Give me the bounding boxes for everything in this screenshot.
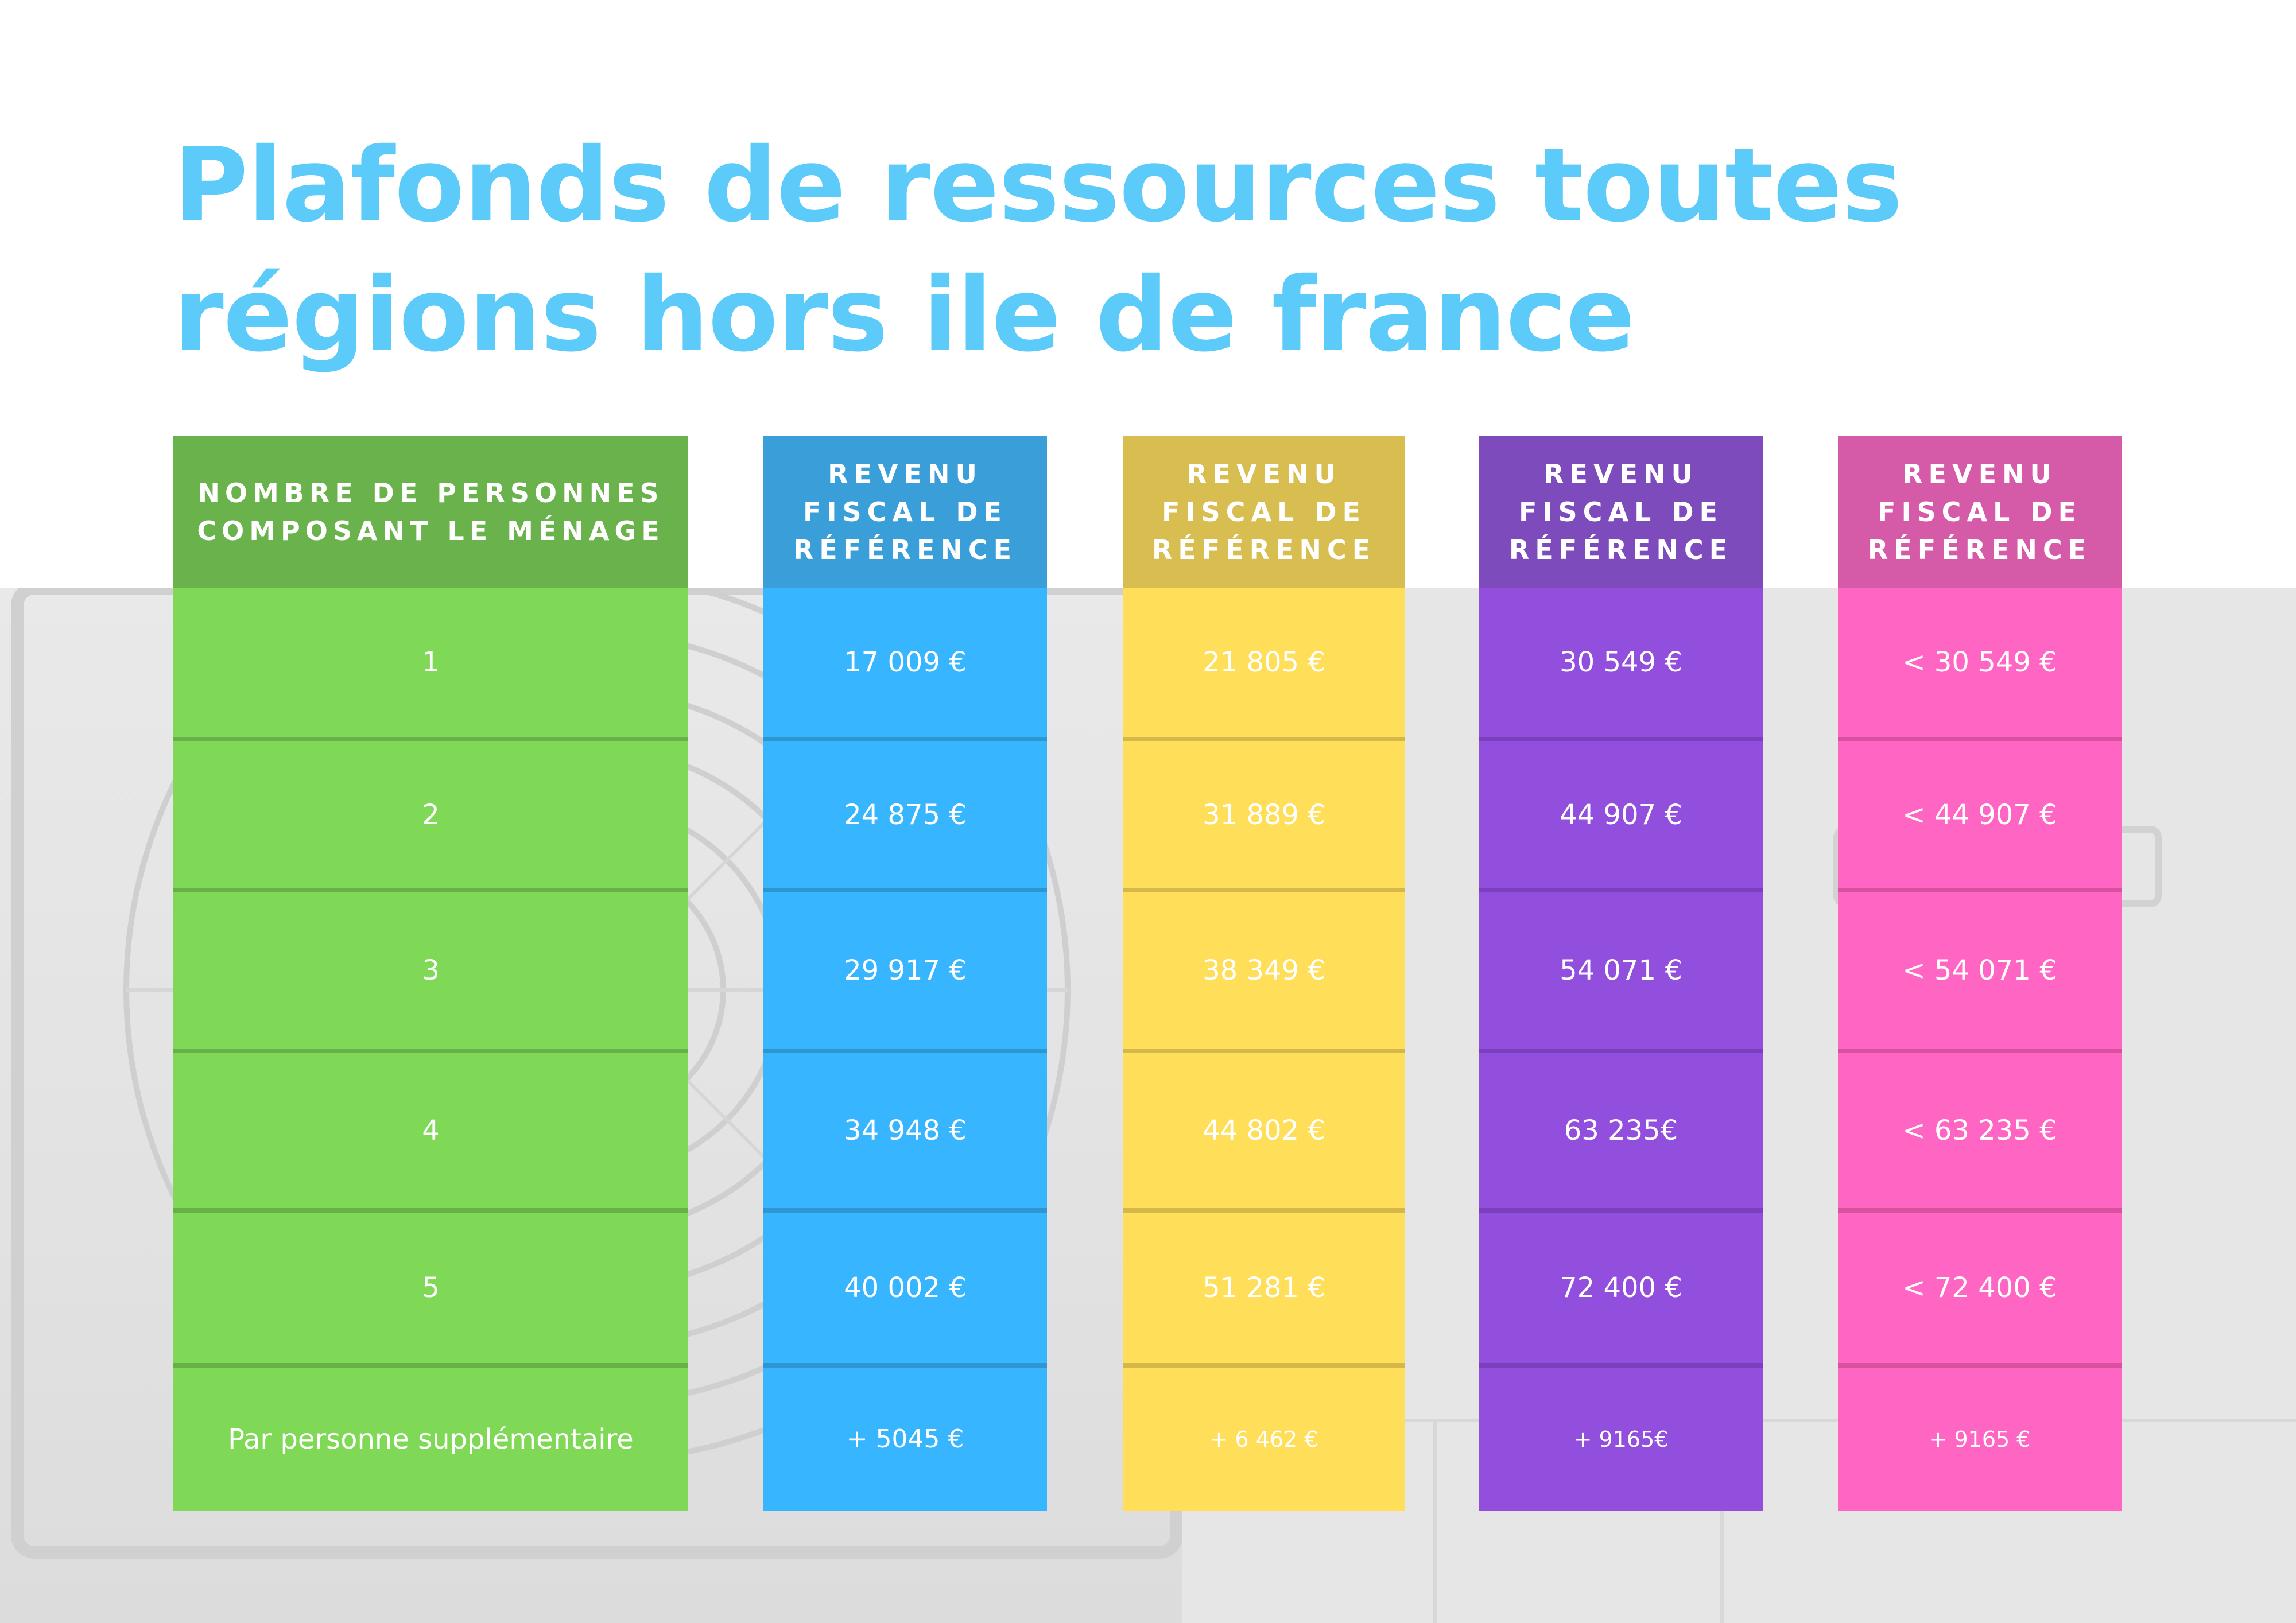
row-divider <box>763 737 1047 741</box>
column-cells: 21 805 € 31 889 € 38 349 € 44 802 € 51 2… <box>1123 588 1405 1511</box>
table-cell: 34 948 € <box>844 1115 967 1147</box>
header-line: RÉFÉRENCE <box>793 534 1018 565</box>
header-line: RÉFÉRENCE <box>1151 534 1376 565</box>
column-header: NOMBRE DE PERSONNES COMPOSANT LE MÉNAGE <box>173 436 688 588</box>
column-revenue-purple: REVENU FISCAL DE RÉFÉRENCE 30 549 € 44 9… <box>1479 436 1763 1511</box>
header-line: REVENU <box>1902 459 2057 490</box>
row-divider <box>1123 1208 1405 1213</box>
table-cell: 3 <box>422 954 440 987</box>
row-divider <box>1838 1208 2122 1213</box>
header-line: FISCAL DE <box>1878 496 2082 527</box>
table-cell: 21 805 € <box>1203 646 1325 678</box>
row-divider <box>763 1363 1047 1368</box>
row-divider <box>1479 888 1763 892</box>
table-cell: 44 907 € <box>1560 798 1682 831</box>
row-divider <box>763 1208 1047 1213</box>
table-cell: 40 002 € <box>844 1272 967 1304</box>
header-line: FISCAL DE <box>803 496 1007 527</box>
title-line-2: régions hors ile de france <box>173 255 1635 374</box>
table-cell: < 72 400 € <box>1902 1272 2057 1304</box>
table-cell: 5 <box>422 1272 440 1304</box>
column-header: REVENU FISCAL DE RÉFÉRENCE <box>763 436 1047 588</box>
row-divider <box>1123 1049 1405 1053</box>
title-line-1: Plafonds de ressources toutes <box>173 126 1903 244</box>
header-line: REVENU <box>1186 459 1341 490</box>
row-divider <box>763 1049 1047 1053</box>
table-cell: < 54 071 € <box>1902 954 2057 987</box>
header-line: FISCAL DE <box>1519 496 1723 527</box>
header-line: COMPOSANT LE MÉNAGE <box>197 515 665 546</box>
header-line: FISCAL DE <box>1162 496 1366 527</box>
row-divider <box>173 1363 688 1368</box>
table-cell: 38 349 € <box>1203 954 1325 987</box>
column-cells: 30 549 € 44 907 € 54 071 € 63 235€ 72 40… <box>1479 588 1763 1511</box>
row-divider <box>1479 1049 1763 1053</box>
table-cell: 72 400 € <box>1560 1272 1682 1304</box>
table-cell: 29 917 € <box>844 954 967 987</box>
table-cell: 44 802 € <box>1203 1115 1325 1147</box>
row-divider <box>1838 1363 2122 1368</box>
table-cell: 63 235€ <box>1564 1115 1678 1147</box>
row-divider <box>173 888 688 892</box>
table-cell: + 6 462 € <box>1209 1426 1318 1452</box>
table-cell: 4 <box>422 1115 440 1147</box>
row-divider <box>1838 1049 2122 1053</box>
column-header: REVENU FISCAL DE RÉFÉRENCE <box>1479 436 1763 588</box>
column-cells: 1 2 3 4 5 Par personne supplémentaire <box>173 588 688 1511</box>
table-cell: < 63 235 € <box>1902 1115 2057 1147</box>
table-cell: + 9165€ <box>1573 1426 1669 1452</box>
table-cell: 51 281 € <box>1203 1272 1325 1304</box>
column-header: REVENU FISCAL DE RÉFÉRENCE <box>1123 436 1405 588</box>
row-divider <box>1123 737 1405 741</box>
header-line: REVENU <box>1543 459 1698 490</box>
table-cell: < 30 549 € <box>1902 646 2057 678</box>
header-line: NOMBRE DE PERSONNES <box>197 477 664 508</box>
row-divider <box>173 1208 688 1213</box>
row-divider <box>1479 1363 1763 1368</box>
table-cell: 30 549 € <box>1560 646 1682 678</box>
table-cell: 2 <box>422 798 440 831</box>
column-cells: < 30 549 € < 44 907 € < 54 071 € < 63 23… <box>1838 588 2122 1511</box>
table-cell: 24 875 € <box>844 798 967 831</box>
row-divider <box>763 888 1047 892</box>
page-title: Plafonds de ressources toutes régions ho… <box>173 121 2068 380</box>
header-line: RÉFÉRENCE <box>1508 534 1733 565</box>
table-cell: < 44 907 € <box>1902 798 2057 831</box>
table-cell: 1 <box>422 646 440 678</box>
column-revenue-pink: REVENU FISCAL DE RÉFÉRENCE < 30 549 € < … <box>1838 436 2122 1511</box>
table-cell: + 9165 € <box>1929 1426 2031 1452</box>
row-divider <box>1838 888 2122 892</box>
column-household-size: NOMBRE DE PERSONNES COMPOSANT LE MÉNAGE … <box>173 436 688 1511</box>
column-cells: 17 009 € 24 875 € 29 917 € 34 948 € 40 0… <box>763 588 1047 1511</box>
table-cell: 54 071 € <box>1560 954 1682 987</box>
column-revenue-yellow: REVENU FISCAL DE RÉFÉRENCE 21 805 € 31 8… <box>1123 436 1405 1511</box>
row-divider <box>1838 737 2122 741</box>
row-divider <box>1479 737 1763 741</box>
column-revenue-blue: REVENU FISCAL DE RÉFÉRENCE 17 009 € 24 8… <box>763 436 1047 1511</box>
header-line: REVENU <box>828 459 983 490</box>
row-divider <box>1479 1208 1763 1213</box>
header-line: RÉFÉRENCE <box>1867 534 2092 565</box>
table-cell: 17 009 € <box>844 646 967 678</box>
row-divider <box>1123 1363 1405 1368</box>
table-cell: Par personne supplémentaire <box>228 1423 634 1455</box>
column-header: REVENU FISCAL DE RÉFÉRENCE <box>1838 436 2122 588</box>
table-cell: 31 889 € <box>1203 798 1325 831</box>
row-divider <box>1123 888 1405 892</box>
row-divider <box>173 1049 688 1053</box>
table-cell: + 5045 € <box>846 1424 964 1454</box>
row-divider <box>173 737 688 741</box>
